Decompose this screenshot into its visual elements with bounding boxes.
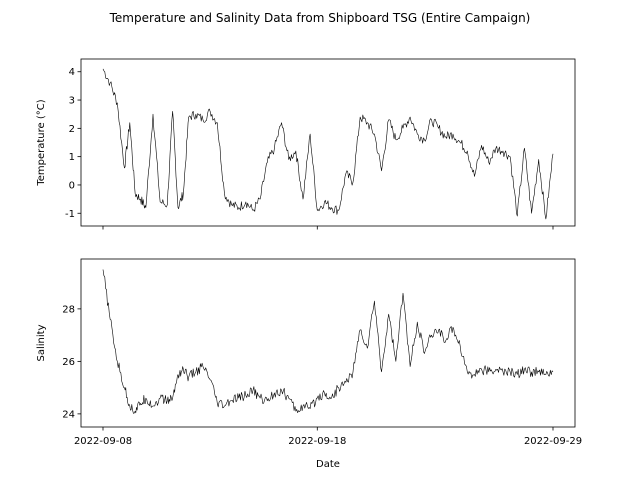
temperature-series-line [102, 68, 554, 220]
salinity-y-axis-label: Salinity [36, 324, 47, 361]
temperature-y-tick-label: 4 [69, 67, 75, 78]
temperature-y-tick-label: 3 [69, 96, 75, 107]
temperature-y-tick-label: 2 [69, 124, 75, 135]
salinity-axes-frame [80, 258, 576, 428]
salinity-y-tick-label: 28 [62, 304, 75, 315]
salinity-series-line [102, 269, 554, 414]
temperature-panel: -1 0 1 2 3 4 Temperature (°C) [36, 58, 576, 230]
x-axis-label: Date [316, 459, 340, 470]
temperature-axes-frame [80, 58, 576, 227]
chart-title: Temperature and Salinity Data from Shipb… [109, 11, 531, 25]
temperature-y-tick-label: 0 [69, 180, 75, 191]
x-tick-label: 2022-09-29 [524, 436, 582, 447]
x-tick-label: 2022-09-18 [288, 436, 346, 447]
salinity-y-tick-label: 24 [62, 409, 75, 420]
x-tick-label: 2022-09-08 [74, 436, 132, 447]
salinity-y-tick-label: 26 [62, 357, 75, 368]
temperature-y-tick-label: 1 [69, 152, 75, 163]
salinity-panel: 24 26 28 2022-09-08 2022-09-18 2022-09-29 Sali… [36, 258, 582, 447]
temperature-y-axis-label: Temperature (°C) [36, 99, 47, 186]
temperature-y-tick-label: -1 [65, 209, 75, 220]
